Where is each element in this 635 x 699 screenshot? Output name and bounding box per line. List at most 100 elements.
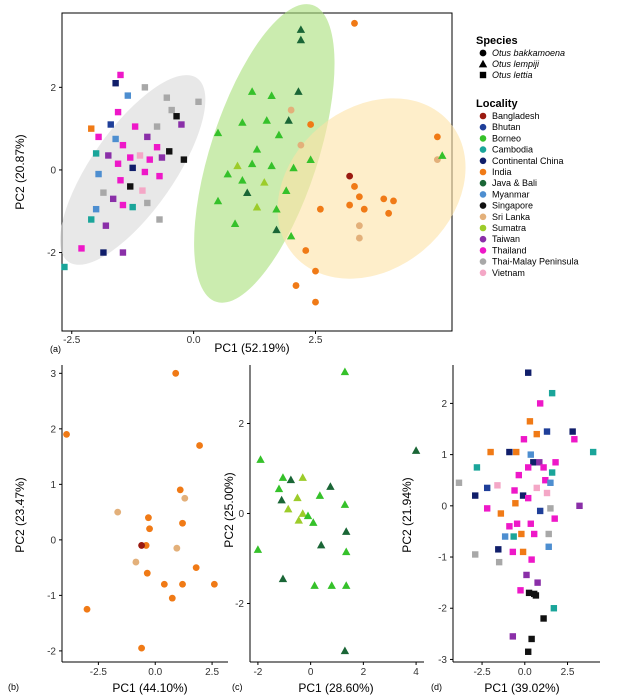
data-point [312, 298, 319, 306]
data-point [119, 249, 127, 256]
data-point [296, 25, 306, 33]
data-point [274, 130, 284, 139]
data-point [552, 459, 559, 466]
data-point [138, 644, 145, 652]
data-point [282, 186, 291, 194]
legend-locality-label: Bangladesh [492, 111, 540, 121]
data-point [303, 511, 313, 520]
data-point [346, 201, 354, 209]
y-tick-label: 0 [50, 535, 56, 546]
data-point [315, 491, 325, 499]
legend-locality-label: Cambodia [492, 145, 533, 155]
panel-b-ticks: -2.5 0.0 2.5 -2 -1 0 1 2 3 [47, 369, 219, 678]
data-point [543, 489, 551, 497]
data-point [298, 473, 307, 481]
y-tick-label: -2 [47, 646, 56, 657]
data-point [536, 400, 544, 407]
legend-locality-swatch [479, 135, 487, 142]
data-point [473, 464, 481, 471]
data-point [298, 509, 307, 517]
legend-locality-label: Singapore [492, 201, 533, 211]
data-point [132, 558, 140, 566]
data-point [483, 484, 491, 492]
data-point [494, 482, 501, 489]
data-point [136, 152, 144, 159]
data-point [312, 267, 319, 275]
data-point [307, 121, 315, 128]
panel-b-label: (b) [8, 682, 19, 692]
data-point [243, 188, 252, 197]
panel-a: -2.5 0.0 2.5 -2 0 2 PC1 (52.19%) PC2 (20.87%)… [13, 4, 466, 355]
x-tick-label: 0.0 [148, 667, 162, 678]
data-point [262, 116, 271, 124]
legend-locality-label: Vietnam [492, 268, 525, 278]
data-point [292, 282, 300, 289]
data-point [472, 551, 479, 558]
legend-locality-swatch [479, 247, 487, 254]
y-tick-label: -2 [438, 604, 447, 615]
data-point [536, 507, 544, 515]
legend-locality-swatch [479, 258, 487, 265]
data-point [180, 156, 188, 163]
y-tick-label: 0 [238, 509, 244, 520]
panel-d-label: (d) [431, 682, 442, 692]
data-point [576, 502, 583, 510]
legend-locality-label: Java & Bali [492, 178, 537, 188]
data-point [252, 145, 262, 153]
data-point [545, 530, 552, 538]
data-point [455, 479, 463, 486]
data-point [433, 133, 441, 141]
data-point [513, 520, 521, 527]
data-point [95, 170, 102, 178]
data-point [512, 500, 519, 507]
data-point [472, 492, 479, 499]
x-tick-label: 2 [361, 667, 367, 678]
data-point [138, 542, 145, 549]
data-point [124, 92, 132, 99]
data-point [100, 249, 107, 256]
legend-locality-label: Continental China [492, 156, 564, 166]
legend-locality-label: Thai-Malay Peninsula [492, 257, 579, 267]
data-point [260, 178, 269, 186]
data-point [526, 418, 534, 425]
data-point [145, 514, 152, 522]
data-point [114, 160, 122, 167]
data-point [536, 459, 543, 466]
data-point [156, 216, 163, 223]
data-point [533, 430, 540, 438]
data-point [509, 548, 517, 556]
panel-d-ylabel: PC2 (21.94%) [400, 477, 414, 552]
data-point [278, 574, 288, 583]
data-point [284, 504, 293, 513]
data-point [589, 448, 597, 456]
data-point [548, 389, 556, 397]
data-point [297, 141, 305, 149]
data-point [247, 159, 257, 168]
data-point [380, 195, 388, 203]
y-tick-label: -1 [47, 591, 56, 602]
x-tick-label: 0.0 [518, 667, 532, 678]
data-point [294, 87, 303, 95]
legend-locality-swatch [479, 179, 487, 187]
y-tick-label: 1 [50, 480, 56, 491]
data-point [195, 98, 202, 105]
data-point [340, 646, 350, 655]
data-point [293, 493, 302, 502]
data-point [289, 163, 298, 172]
legend-locality-swatch [479, 168, 487, 176]
data-point [146, 156, 153, 163]
data-point [548, 469, 556, 476]
data-point [160, 580, 168, 588]
legend-species-marker [479, 71, 487, 79]
data-point [181, 494, 189, 502]
data-point [509, 633, 517, 640]
data-point [495, 558, 503, 566]
data-point [355, 193, 363, 201]
data-point [545, 543, 552, 550]
data-point [351, 183, 358, 190]
data-point [210, 580, 218, 588]
panel-d: -2.5 0.0 2.5 -3 -2 -1 0 1 2 PC1 (39.02%) PC2 (21… [400, 365, 600, 695]
y-tick-label: 2 [50, 424, 56, 435]
